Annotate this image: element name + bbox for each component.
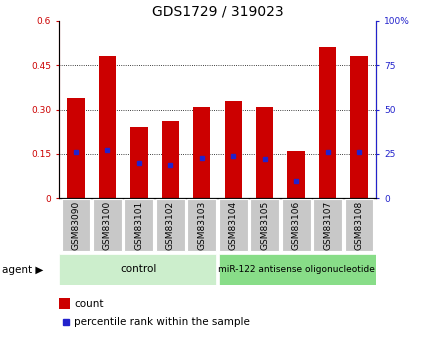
Text: GSM83106: GSM83106 — [291, 200, 300, 250]
Bar — [287, 151, 304, 198]
Text: count: count — [74, 299, 103, 308]
Bar — [344, 199, 372, 251]
Bar — [193, 107, 210, 198]
Bar — [318, 47, 335, 198]
Text: percentile rank within the sample: percentile rank within the sample — [74, 317, 249, 326]
Bar — [218, 199, 247, 251]
Text: GSM83090: GSM83090 — [71, 200, 80, 250]
Bar — [224, 101, 241, 198]
Text: control: control — [120, 264, 156, 274]
Bar — [67, 98, 85, 198]
Text: GSM83103: GSM83103 — [197, 200, 206, 250]
Text: GSM83102: GSM83102 — [165, 200, 174, 250]
Bar — [155, 199, 184, 251]
Bar — [250, 199, 279, 251]
Text: GSM83108: GSM83108 — [354, 200, 363, 250]
Bar — [187, 199, 216, 251]
Bar — [349, 56, 367, 198]
Bar — [99, 56, 116, 198]
Bar — [281, 199, 310, 251]
Bar — [130, 127, 147, 198]
Bar — [161, 121, 178, 198]
Title: GDS1729 / 319023: GDS1729 / 319023 — [151, 4, 283, 18]
Bar — [93, 199, 122, 251]
Bar — [59, 254, 216, 285]
Text: GSM83101: GSM83101 — [134, 200, 143, 250]
Text: GSM83107: GSM83107 — [322, 200, 331, 250]
Bar — [218, 254, 375, 285]
Bar — [124, 199, 153, 251]
Bar — [312, 199, 341, 251]
Bar — [256, 107, 273, 198]
Text: GSM83104: GSM83104 — [228, 200, 237, 250]
Bar — [62, 199, 90, 251]
Text: agent ▶: agent ▶ — [2, 265, 43, 275]
Text: GSM83105: GSM83105 — [260, 200, 269, 250]
Text: miR-122 antisense oligonucleotide: miR-122 antisense oligonucleotide — [218, 265, 375, 274]
Text: GSM83100: GSM83100 — [103, 200, 112, 250]
